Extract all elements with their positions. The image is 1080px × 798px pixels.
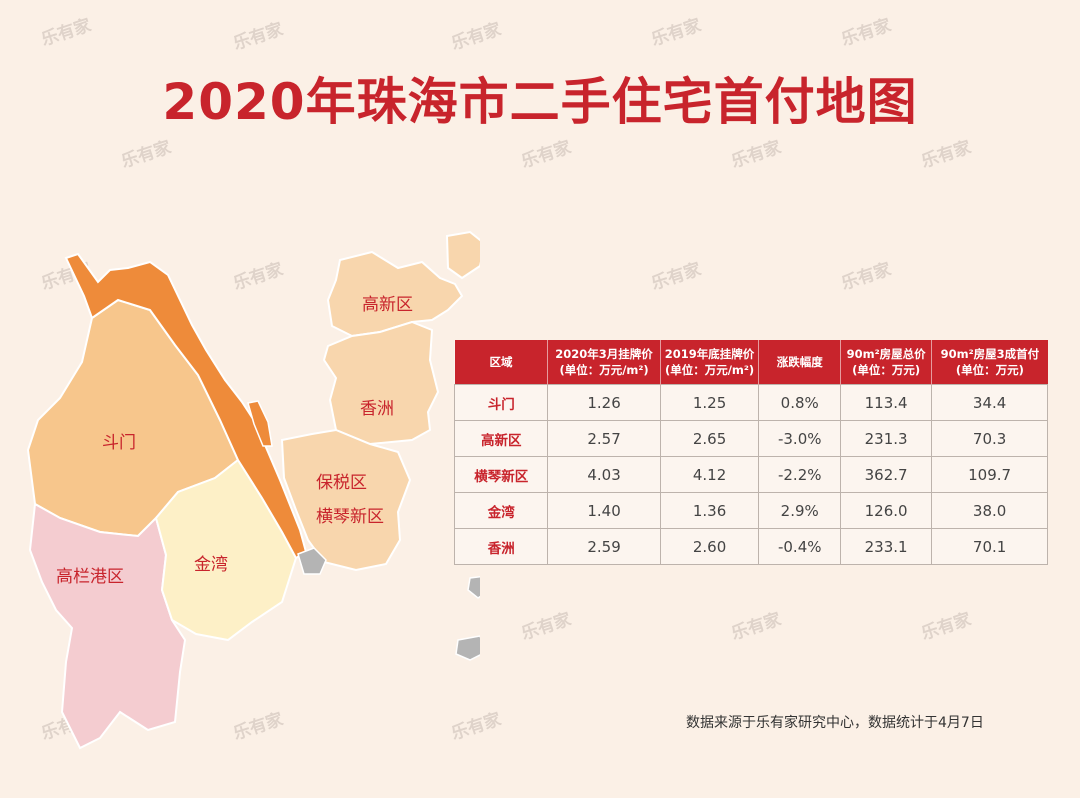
island bbox=[297, 547, 327, 575]
cell-down-payment: 70.3 bbox=[931, 420, 1048, 457]
watermark-text: 乐有家 bbox=[648, 15, 704, 51]
watermark-text: 乐有家 bbox=[518, 137, 574, 173]
region-gaolangang[interactable] bbox=[28, 502, 187, 750]
table-row: 横琴新区 4.03 4.12 -2.2% 362.7 109.7 bbox=[453, 456, 1048, 493]
cell-total-price: 233.1 bbox=[840, 528, 933, 565]
cell-change: 2.9% bbox=[758, 492, 842, 529]
region-orange-strip bbox=[64, 252, 308, 560]
region-jinwan[interactable] bbox=[154, 458, 298, 642]
cell-region: 横琴新区 bbox=[453, 456, 549, 493]
cell-change: -2.2% bbox=[758, 456, 842, 493]
cell-total-price: 231.3 bbox=[840, 420, 933, 457]
cell-price-2019: 1.25 bbox=[659, 384, 760, 421]
cell-region: 香洲 bbox=[453, 528, 549, 565]
watermark-text: 乐有家 bbox=[918, 609, 974, 645]
cell-total-price: 113.4 bbox=[840, 384, 933, 421]
header-region: 区域 bbox=[454, 340, 549, 385]
table-header-row: 区域 2020年3月挂牌价 (单位：万元/m²) 2019年底挂牌价 (单位：万元/… bbox=[454, 340, 1048, 385]
small-island-orange bbox=[247, 400, 273, 447]
header-price-2020: 2020年3月挂牌价 (单位：万元/m²) bbox=[547, 340, 661, 385]
region-gaoxin-island bbox=[445, 230, 480, 280]
cell-price-2020: 1.40 bbox=[547, 492, 661, 529]
island bbox=[467, 575, 480, 599]
cell-change: 0.8% bbox=[758, 384, 842, 421]
map-label-xiangzhou: 香洲 bbox=[360, 399, 394, 419]
cell-total-price: 362.7 bbox=[840, 456, 933, 493]
cell-region: 高新区 bbox=[453, 420, 549, 457]
header-down-payment: 90m²房屋3成首付 (单位：万元) bbox=[931, 340, 1048, 385]
watermark-text: 乐有家 bbox=[728, 609, 784, 645]
cell-price-2020: 4.03 bbox=[547, 456, 661, 493]
region-gaoxinqu[interactable] bbox=[326, 250, 464, 338]
cell-region: 金湾 bbox=[453, 492, 549, 529]
cell-down-payment: 70.1 bbox=[931, 528, 1048, 565]
table-row: 斗门 1.26 1.25 0.8% 113.4 34.4 bbox=[453, 384, 1048, 421]
map-label-baoshuiqu: 保税区 bbox=[316, 473, 367, 493]
cell-price-2019: 2.60 bbox=[659, 528, 760, 565]
header-total-price: 90m²房屋总价 (单位：万元) bbox=[840, 340, 933, 385]
cell-price-2019: 2.65 bbox=[659, 420, 760, 457]
watermark-text: 乐有家 bbox=[838, 259, 894, 295]
table-row: 高新区 2.57 2.65 -3.0% 231.3 70.3 bbox=[453, 420, 1048, 457]
price-table: 区域 2020年3月挂牌价 (单位：万元/m²) 2019年底挂牌价 (单位：万元/… bbox=[453, 340, 1048, 565]
cell-down-payment: 34.4 bbox=[931, 384, 1048, 421]
watermark-text: 乐有家 bbox=[648, 259, 704, 295]
map-label-gaolangang: 高栏港区 bbox=[56, 567, 124, 587]
cell-price-2019: 4.12 bbox=[659, 456, 760, 493]
watermark-text: 乐有家 bbox=[728, 137, 784, 173]
table-row: 金湾 1.40 1.36 2.9% 126.0 38.0 bbox=[453, 492, 1048, 529]
watermark-text: 乐有家 bbox=[838, 15, 894, 51]
table-row: 香洲 2.59 2.60 -0.4% 233.1 70.1 bbox=[453, 528, 1048, 565]
map-label-gaoxinqu: 高新区 bbox=[362, 295, 413, 315]
watermark-text: 乐有家 bbox=[518, 609, 574, 645]
data-source-note: 数据来源于乐有家研究中心，数据统计于4月7日 bbox=[686, 715, 984, 731]
cell-down-payment: 38.0 bbox=[931, 492, 1048, 529]
region-hengqin[interactable] bbox=[280, 428, 412, 572]
zhuhai-map bbox=[26, 230, 480, 750]
cell-price-2020: 1.26 bbox=[547, 384, 661, 421]
cell-change: -0.4% bbox=[758, 528, 842, 565]
map-label-jinwan: 金湾 bbox=[194, 555, 228, 575]
header-change: 涨跌幅度 bbox=[758, 340, 842, 385]
cell-price-2019: 1.36 bbox=[659, 492, 760, 529]
page-title: 2020年珠海市二手住宅首付地图 bbox=[162, 73, 918, 131]
cell-total-price: 126.0 bbox=[840, 492, 933, 529]
cell-change: -3.0% bbox=[758, 420, 842, 457]
cell-price-2020: 2.59 bbox=[547, 528, 661, 565]
watermark-text: 乐有家 bbox=[918, 137, 974, 173]
island bbox=[455, 635, 480, 661]
cell-down-payment: 109.7 bbox=[931, 456, 1048, 493]
map-label-hengqin: 横琴新区 bbox=[316, 507, 384, 527]
map-label-doumen: 斗门 bbox=[102, 433, 136, 453]
cell-region: 斗门 bbox=[453, 384, 549, 421]
cell-price-2020: 2.57 bbox=[547, 420, 661, 457]
region-xiangzhou[interactable] bbox=[322, 320, 440, 446]
header-price-2019: 2019年底挂牌价 (单位：万元/m²) bbox=[660, 340, 760, 385]
